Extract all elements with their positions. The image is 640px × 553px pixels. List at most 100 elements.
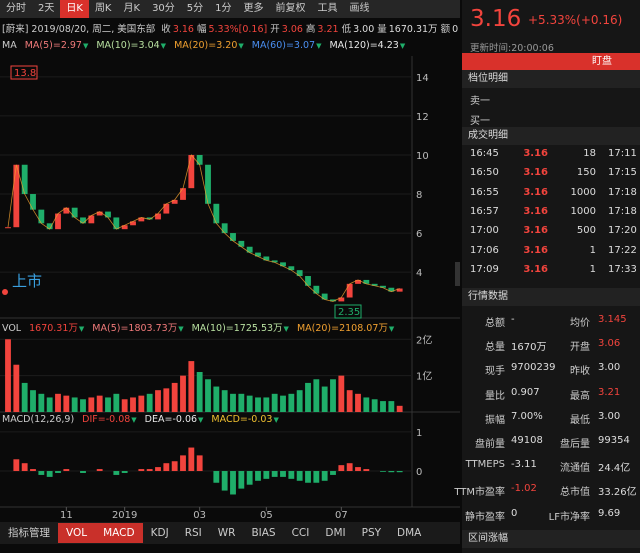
macd-bar xyxy=(380,471,386,472)
candle xyxy=(163,203,170,214)
volume-bar xyxy=(146,393,153,412)
toolbar-tab[interactable]: 月K xyxy=(123,3,141,14)
indicator-tab[interactable]: BIAS xyxy=(251,527,276,539)
candle xyxy=(363,279,370,284)
toolbar-tab[interactable]: 日K xyxy=(60,0,89,18)
macd-bar xyxy=(396,471,403,473)
toolbar-tab[interactable]: 画线 xyxy=(349,3,370,14)
candle xyxy=(321,293,328,300)
trade-cell: 1000 xyxy=(570,205,596,217)
indicator-tab[interactable]: MACD xyxy=(95,523,143,543)
info-value: 3.06 xyxy=(281,24,303,35)
panel-handle[interactable] xyxy=(455,262,460,286)
legend-item: MA(10)=1725.53万 xyxy=(192,323,289,334)
stat-value: 49108 xyxy=(511,435,543,446)
legend-item: MA(20)=3.20 xyxy=(174,40,244,51)
macd-bar xyxy=(230,471,236,495)
charts: 4 6 8 10 12 14 1亿 2亿 0 1 13.8 2.35 上市 11 2019 03 05 07 xyxy=(0,56,460,521)
volume-bar xyxy=(255,397,261,412)
volume-bar xyxy=(263,397,270,412)
volume-header: VOL 1670.31万 MA(5)=1803.73万 MA(10)=1725.53万… xyxy=(2,320,402,334)
candle xyxy=(271,260,278,263)
trade-cell: 17:09 xyxy=(470,263,499,275)
volume-bar xyxy=(238,393,245,412)
macd-bar xyxy=(13,459,20,472)
stat-label: 振幅 xyxy=(485,414,505,426)
indicator-tab[interactable]: KDJ xyxy=(150,527,169,539)
indicator-tab[interactable]: VOL xyxy=(58,523,96,543)
watch-button[interactable]: 盯盘 xyxy=(462,53,640,70)
stat-label: 现手 xyxy=(485,366,505,378)
indicator-tab[interactable]: DMA xyxy=(397,527,422,539)
info-label: 低 xyxy=(341,24,352,35)
volume-bar xyxy=(138,395,145,412)
macd-bar xyxy=(363,469,370,472)
stat-label: 最高 xyxy=(570,390,590,402)
indicator-tab[interactable]: CCI xyxy=(291,527,310,539)
toolbar-tab[interactable]: 周K xyxy=(94,3,112,14)
volume-bar xyxy=(113,393,120,412)
toolbar-tab[interactable]: 分时 xyxy=(6,3,26,14)
section-title: 行情数据 xyxy=(462,288,640,306)
toolbar-tab[interactable]: 30分 xyxy=(152,3,175,14)
indicator-tab[interactable]: WR xyxy=(217,527,236,539)
indicator-tab[interactable]: RSI xyxy=(184,527,202,539)
info-bar: [蔚来] 2019/08/20, 周二, 美国东部 收 3.16 幅 5.33%[0.1… xyxy=(2,21,461,35)
macd-bar xyxy=(238,471,245,489)
volume-bar xyxy=(213,386,220,412)
legend-item: DIF=-0.08 xyxy=(82,414,137,425)
date: 2019/08/20, 周二, 美国东部 xyxy=(31,24,156,35)
stat-label: 盘前量 xyxy=(475,439,505,450)
candle xyxy=(5,227,11,229)
volume-bar xyxy=(346,390,353,412)
volume-bar xyxy=(121,399,128,412)
macd-bar xyxy=(330,471,336,475)
legend-item: DEA=-0.06 xyxy=(145,414,204,425)
min-label: 2.35 xyxy=(338,307,360,318)
candle xyxy=(38,209,45,224)
toolbar-tab[interactable]: 2天 xyxy=(38,3,55,14)
stat-value: 1670万 xyxy=(511,342,547,354)
macd-bar xyxy=(38,471,45,475)
macd-bar xyxy=(346,463,353,472)
indicator-tab[interactable]: 指标管理 xyxy=(8,527,50,539)
stat-label: 总市值 xyxy=(560,487,590,499)
x-tick-label: 2019 xyxy=(112,510,137,521)
candle xyxy=(30,194,36,210)
candle xyxy=(171,199,178,204)
volume-bar xyxy=(288,393,295,412)
x-tick-label: 03 xyxy=(193,510,206,521)
stat-value: 3.00 xyxy=(598,362,621,374)
indicator-tab[interactable]: DMI xyxy=(325,527,346,539)
candle xyxy=(96,211,103,216)
indicator-tab[interactable]: PSY xyxy=(361,527,382,539)
toolbar-tab[interactable]: 前复权 xyxy=(275,3,306,14)
candle xyxy=(188,154,195,189)
macd-bar xyxy=(221,471,228,491)
volume-bar xyxy=(205,379,211,412)
trade-cell: 3.16 xyxy=(523,205,548,217)
candle xyxy=(146,217,153,220)
macd-bar xyxy=(196,455,203,472)
stat-value: 33.26亿 xyxy=(598,487,637,499)
price-change: +5.33%(+0.16) xyxy=(528,13,623,27)
candle xyxy=(121,225,128,230)
section-title: 成交明细 xyxy=(462,127,640,145)
volume-bar xyxy=(130,397,136,412)
trade-cell: 3.16 xyxy=(523,225,548,237)
macd-bar xyxy=(355,467,361,472)
indicator-tabs: 指标管理 VOL MACD KDJ RSI WR BIAS CCI DMI PSY DMA xyxy=(0,522,460,544)
toolbar-tab[interactable]: 更多 xyxy=(243,3,264,14)
stat-value: 99354 xyxy=(598,435,630,446)
trade-cell: 16:45 xyxy=(470,148,499,159)
toolbar-tab[interactable]: 1分 xyxy=(215,3,232,14)
candle xyxy=(371,283,378,286)
trade-cell: 18 xyxy=(583,148,596,159)
toolbar-tab[interactable]: 工具 xyxy=(317,3,338,14)
stat-value: 9700239 xyxy=(511,362,556,374)
candle xyxy=(130,221,136,226)
toolbar-tab[interactable]: 5分 xyxy=(186,3,204,14)
macd-bar xyxy=(338,465,345,472)
volume-bar xyxy=(80,399,86,412)
